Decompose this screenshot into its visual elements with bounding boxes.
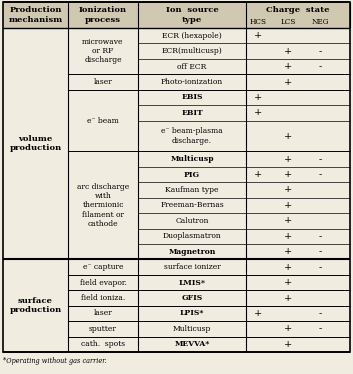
Text: Calutron: Calutron xyxy=(175,217,209,225)
Text: *Operating without gas carrier.: *Operating without gas carrier. xyxy=(3,357,107,365)
Text: EBIT: EBIT xyxy=(181,109,203,117)
Text: +: + xyxy=(284,132,292,141)
Text: Charge  state: Charge state xyxy=(266,6,330,14)
Text: +: + xyxy=(284,263,292,272)
Text: Multicusp: Multicusp xyxy=(170,155,214,163)
Text: -: - xyxy=(318,154,322,164)
Text: e⁻ beam-plasma
discharge.: e⁻ beam-plasma discharge. xyxy=(161,128,223,145)
Text: Production
mechanism: Production mechanism xyxy=(8,6,62,24)
Text: Magnetron: Magnetron xyxy=(168,248,216,256)
Text: laser: laser xyxy=(94,309,112,318)
Text: +: + xyxy=(284,47,292,56)
Text: LPIS*: LPIS* xyxy=(180,309,204,318)
Text: LCS: LCS xyxy=(280,18,296,26)
Text: -: - xyxy=(318,263,322,272)
Text: field evapor.: field evapor. xyxy=(79,279,126,286)
Text: ECR(multicusp): ECR(multicusp) xyxy=(162,47,222,55)
Text: +: + xyxy=(254,93,262,102)
Text: +: + xyxy=(284,62,292,71)
Text: +: + xyxy=(254,309,262,318)
Text: PIG: PIG xyxy=(184,171,200,178)
Text: off ECR: off ECR xyxy=(177,62,207,71)
Text: +: + xyxy=(284,294,292,303)
Text: +: + xyxy=(284,324,292,333)
Text: -: - xyxy=(318,62,322,71)
Text: +: + xyxy=(254,108,262,117)
Text: +: + xyxy=(284,232,292,241)
Text: +: + xyxy=(254,170,262,179)
Text: +: + xyxy=(254,31,262,40)
Text: cath.  spots: cath. spots xyxy=(81,340,125,348)
Text: e⁻ beam: e⁻ beam xyxy=(87,117,119,125)
Text: +: + xyxy=(284,154,292,164)
Text: -: - xyxy=(318,170,322,179)
Text: laser: laser xyxy=(94,78,112,86)
Text: -: - xyxy=(318,324,322,333)
Bar xyxy=(3,2,350,28)
Text: +: + xyxy=(284,278,292,287)
Text: Kaufman type: Kaufman type xyxy=(165,186,219,194)
Text: GFIS: GFIS xyxy=(181,294,203,302)
Text: Photo-ionization: Photo-ionization xyxy=(161,78,223,86)
Text: +: + xyxy=(284,216,292,226)
Text: surface ionizer: surface ionizer xyxy=(164,263,220,271)
Text: +: + xyxy=(284,201,292,210)
Text: Ion  source
type: Ion source type xyxy=(166,6,219,24)
Text: microwave
or RF
discharge: microwave or RF discharge xyxy=(82,38,124,64)
Text: EBIS: EBIS xyxy=(181,94,203,101)
Text: field ioniza.: field ioniza. xyxy=(81,294,125,302)
Text: MEVVA*: MEVVA* xyxy=(174,340,210,348)
Text: Duoplasmatron: Duoplasmatron xyxy=(163,232,221,240)
Text: -: - xyxy=(318,232,322,241)
Text: HCS: HCS xyxy=(250,18,267,26)
Text: e⁻ capture: e⁻ capture xyxy=(83,263,123,271)
Text: -: - xyxy=(318,309,322,318)
Text: Ionization
process: Ionization process xyxy=(79,6,127,24)
Text: -: - xyxy=(318,47,322,56)
Text: surface
production: surface production xyxy=(10,297,62,314)
Text: Freeman-Bernas: Freeman-Bernas xyxy=(160,202,224,209)
Text: +: + xyxy=(284,247,292,256)
Text: NEG: NEG xyxy=(311,18,329,26)
Text: volume
production: volume production xyxy=(10,135,62,152)
Text: ECR (hexapole): ECR (hexapole) xyxy=(162,32,222,40)
Text: sputter: sputter xyxy=(89,325,117,333)
Text: -: - xyxy=(318,247,322,256)
Text: +: + xyxy=(284,340,292,349)
Text: +: + xyxy=(284,170,292,179)
Text: arc discharge
with
thermionic
filament or
cathode: arc discharge with thermionic filament o… xyxy=(77,183,129,228)
Text: LMIS*: LMIS* xyxy=(179,279,205,286)
Text: +: + xyxy=(284,186,292,194)
Text: +: + xyxy=(284,77,292,86)
Text: Multicusp: Multicusp xyxy=(173,325,211,333)
